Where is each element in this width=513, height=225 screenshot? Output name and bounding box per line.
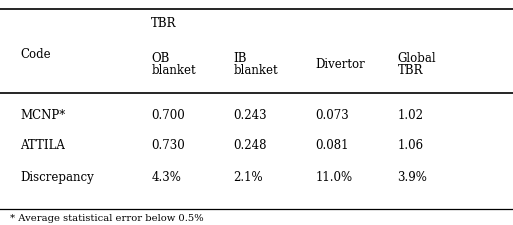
Text: 2.1%: 2.1%	[233, 170, 263, 183]
Text: 0.730: 0.730	[151, 139, 185, 152]
Text: Discrepancy: Discrepancy	[21, 170, 94, 183]
Text: ATTILA: ATTILA	[21, 139, 65, 152]
Text: 0.243: 0.243	[233, 109, 267, 122]
Text: TBR: TBR	[151, 17, 177, 30]
Text: MCNP*: MCNP*	[21, 109, 66, 122]
Text: OB: OB	[151, 52, 170, 65]
Text: 3.9%: 3.9%	[398, 170, 427, 183]
Text: 1.06: 1.06	[398, 139, 424, 152]
Text: 0.248: 0.248	[233, 139, 267, 152]
Text: 1.02: 1.02	[398, 109, 424, 122]
Text: TBR: TBR	[398, 63, 423, 76]
Text: Divertor: Divertor	[315, 58, 365, 71]
Text: 0.073: 0.073	[315, 109, 349, 122]
Text: Global: Global	[398, 52, 436, 65]
Text: blanket: blanket	[233, 63, 278, 76]
Text: 11.0%: 11.0%	[315, 170, 352, 183]
Text: IB: IB	[233, 52, 247, 65]
Text: * Average statistical error below 0.5%: * Average statistical error below 0.5%	[10, 213, 204, 222]
Text: Code: Code	[21, 47, 51, 61]
Text: 4.3%: 4.3%	[151, 170, 181, 183]
Text: blanket: blanket	[151, 63, 196, 76]
Text: 0.700: 0.700	[151, 109, 185, 122]
Text: 0.081: 0.081	[315, 139, 349, 152]
